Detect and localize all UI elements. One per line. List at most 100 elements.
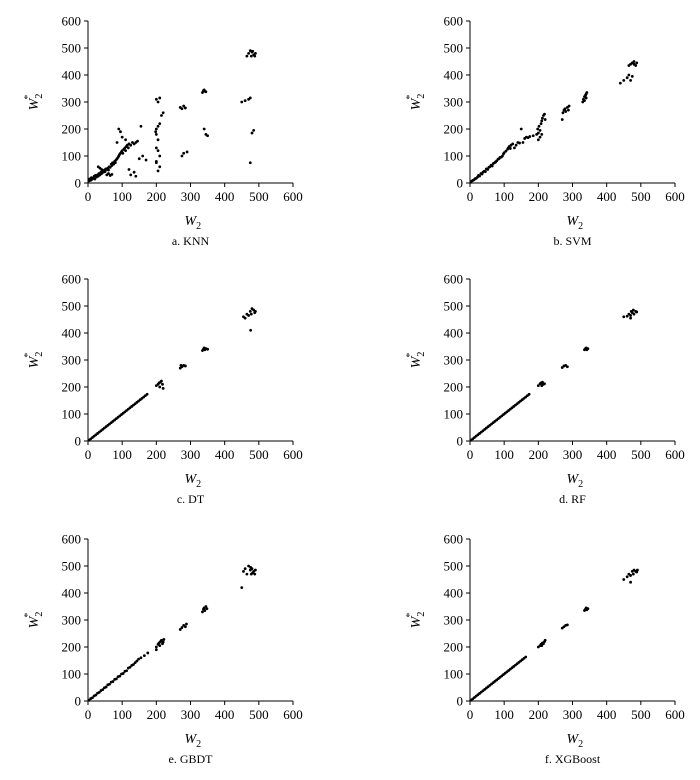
data-point — [538, 128, 542, 132]
data-point — [156, 138, 160, 142]
x-tick-label: 200 — [529, 447, 549, 462]
x-axis-label: W2 — [567, 732, 584, 750]
data-point — [161, 640, 165, 644]
data-point — [124, 149, 127, 153]
y-axis-label: W2* — [405, 612, 427, 629]
panel-f: 0 100 200 300 400 500 6000100200300400500600W2… — [405, 532, 685, 767]
x-tick-label: 300 — [563, 189, 583, 204]
data-point — [622, 315, 626, 319]
data-point — [203, 609, 207, 612]
data-point — [625, 76, 629, 80]
data-point — [631, 572, 635, 576]
data-point — [518, 141, 521, 145]
x-axis-label-subscript: 2 — [196, 221, 201, 232]
data-point — [245, 54, 249, 58]
y-axis-label-main: W — [27, 615, 42, 628]
data-point — [202, 127, 206, 131]
panel-e: 0 100 200 300 400 500 6000100200300400500600W2… — [23, 532, 303, 767]
data-point — [585, 91, 589, 94]
data-point — [543, 382, 546, 386]
data-point — [251, 571, 255, 575]
x-axis-label: W2 — [185, 214, 202, 232]
data-point — [629, 314, 632, 317]
data-point — [240, 586, 244, 589]
data-point — [501, 154, 504, 158]
y-tick-label: 600 — [444, 272, 464, 287]
data-point — [182, 151, 186, 155]
data-point — [511, 142, 515, 146]
x-tick-label: 100 — [112, 189, 132, 204]
data-point — [115, 141, 119, 144]
y-tick-label: 100 — [62, 149, 82, 164]
data-point — [583, 99, 586, 103]
data-point — [137, 657, 140, 661]
data-point — [538, 135, 542, 139]
data-point — [132, 663, 135, 666]
data-point — [543, 638, 547, 642]
data-point — [127, 168, 131, 171]
data-point — [536, 384, 540, 388]
data-point — [248, 96, 252, 100]
data-point — [254, 568, 257, 572]
data-point — [560, 118, 564, 121]
data-point — [154, 645, 158, 649]
data-point — [565, 623, 569, 627]
y-tick-label: 500 — [62, 299, 82, 314]
data-point — [201, 610, 204, 614]
x-tick-label: 0 — [467, 189, 474, 204]
y-tick-label: 300 — [444, 95, 464, 110]
y-tick-label: 400 — [62, 326, 82, 341]
data-point — [514, 143, 518, 147]
data-point — [121, 151, 125, 155]
x-tick-label: 100 — [494, 189, 514, 204]
data-point — [508, 147, 512, 150]
y-tick-label: 200 — [444, 122, 464, 137]
y-tick-label: 500 — [444, 299, 464, 314]
data-point — [521, 141, 525, 144]
data-point — [490, 164, 494, 168]
data-point — [185, 622, 188, 626]
panel-caption: d. RF — [559, 492, 586, 506]
x-tick-label: 0 — [85, 189, 92, 204]
x-tick-label: 500 — [249, 447, 269, 462]
y-tick-label: 500 — [444, 559, 464, 574]
data-point — [253, 572, 257, 576]
data-point — [94, 693, 98, 697]
y-tick-label: 600 — [62, 272, 82, 287]
data-point — [160, 379, 163, 383]
data-point — [156, 149, 160, 153]
data-point — [144, 158, 148, 162]
data-point — [161, 111, 165, 115]
data-point — [183, 625, 187, 629]
y-axis-label-superscript: * — [405, 95, 416, 100]
x-tick-label: 500 — [631, 189, 651, 204]
data-point — [100, 168, 104, 171]
data-point — [524, 655, 528, 659]
data-point — [160, 114, 163, 117]
x-axis-label-main: W — [567, 472, 580, 487]
x-axis-label-subscript: 2 — [578, 479, 583, 490]
panel-caption: e. GBDT — [169, 752, 214, 766]
data-point — [248, 310, 252, 313]
data-point — [528, 135, 532, 138]
data-point — [142, 654, 146, 658]
data-point — [565, 365, 569, 369]
y-tick-label: 300 — [444, 613, 464, 628]
x-axis-label-main: W — [185, 214, 198, 229]
data-point — [586, 347, 590, 351]
data-point — [121, 672, 125, 675]
data-point — [117, 127, 121, 131]
x-tick-label: 100 — [494, 447, 514, 462]
x-axis-label-main: W — [567, 214, 580, 229]
data-point — [125, 669, 129, 673]
y-axis-label-subscript: 2 — [34, 612, 45, 617]
data-point — [561, 111, 565, 115]
panel-d: 0 100 200 300 400 500 6000100200300400500600W2… — [405, 272, 685, 507]
y-tick-label: 100 — [444, 407, 464, 422]
data-point — [247, 314, 250, 317]
x-tick-label: 500 — [249, 189, 269, 204]
x-tick-label: 0 — [467, 707, 474, 722]
y-tick-label: 200 — [62, 122, 82, 137]
x-tick-label: 100 — [112, 707, 132, 722]
